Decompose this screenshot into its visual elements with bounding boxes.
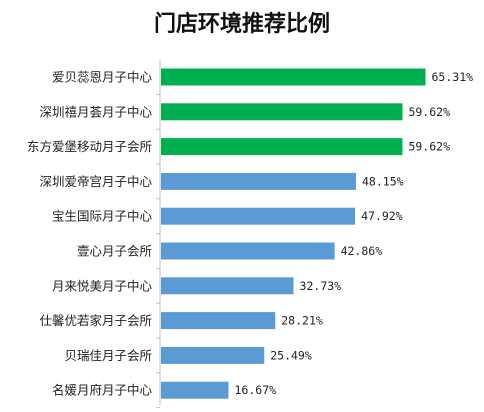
bar xyxy=(161,242,335,260)
category-label: 深圳禧月荟月子中心 xyxy=(39,104,152,119)
bar xyxy=(161,312,276,330)
category-label: 深圳爱帝宫月子中心 xyxy=(39,174,152,189)
category-label: 爱贝蕊恩月子中心 xyxy=(52,70,153,85)
data-label: 16.67% xyxy=(235,383,277,397)
category-label: 宝生国际月子中心 xyxy=(52,209,153,224)
data-label: 65.31% xyxy=(432,70,474,84)
chart-title: 门店环境推荐比例 xyxy=(153,12,330,37)
category-label: 东方爱堡移动月子会所 xyxy=(27,139,152,154)
category-label: 名媛月府月子中心 xyxy=(52,383,153,398)
bar xyxy=(161,103,403,121)
bar xyxy=(161,172,357,190)
data-label: 47.92% xyxy=(361,209,403,223)
data-label: 48.15% xyxy=(362,174,404,188)
data-label: 59.62% xyxy=(408,105,450,119)
bar xyxy=(161,346,265,364)
bar xyxy=(161,138,403,156)
bar xyxy=(161,277,294,295)
data-label: 28.21% xyxy=(281,314,323,328)
bar xyxy=(161,68,426,86)
data-label: 42.86% xyxy=(341,244,383,258)
bar xyxy=(161,207,356,225)
category-label: 月来悦美月子中心 xyxy=(52,278,153,293)
category-label: 壹心月子会所 xyxy=(77,244,152,259)
category-label: 贝瑞佳月子会所 xyxy=(64,348,152,363)
category-label: 仕馨优若家月子会所 xyxy=(39,313,152,328)
data-label: 32.73% xyxy=(300,279,342,293)
data-label: 59.62% xyxy=(408,140,450,154)
data-label: 25.49% xyxy=(270,348,312,362)
bar xyxy=(161,381,229,399)
